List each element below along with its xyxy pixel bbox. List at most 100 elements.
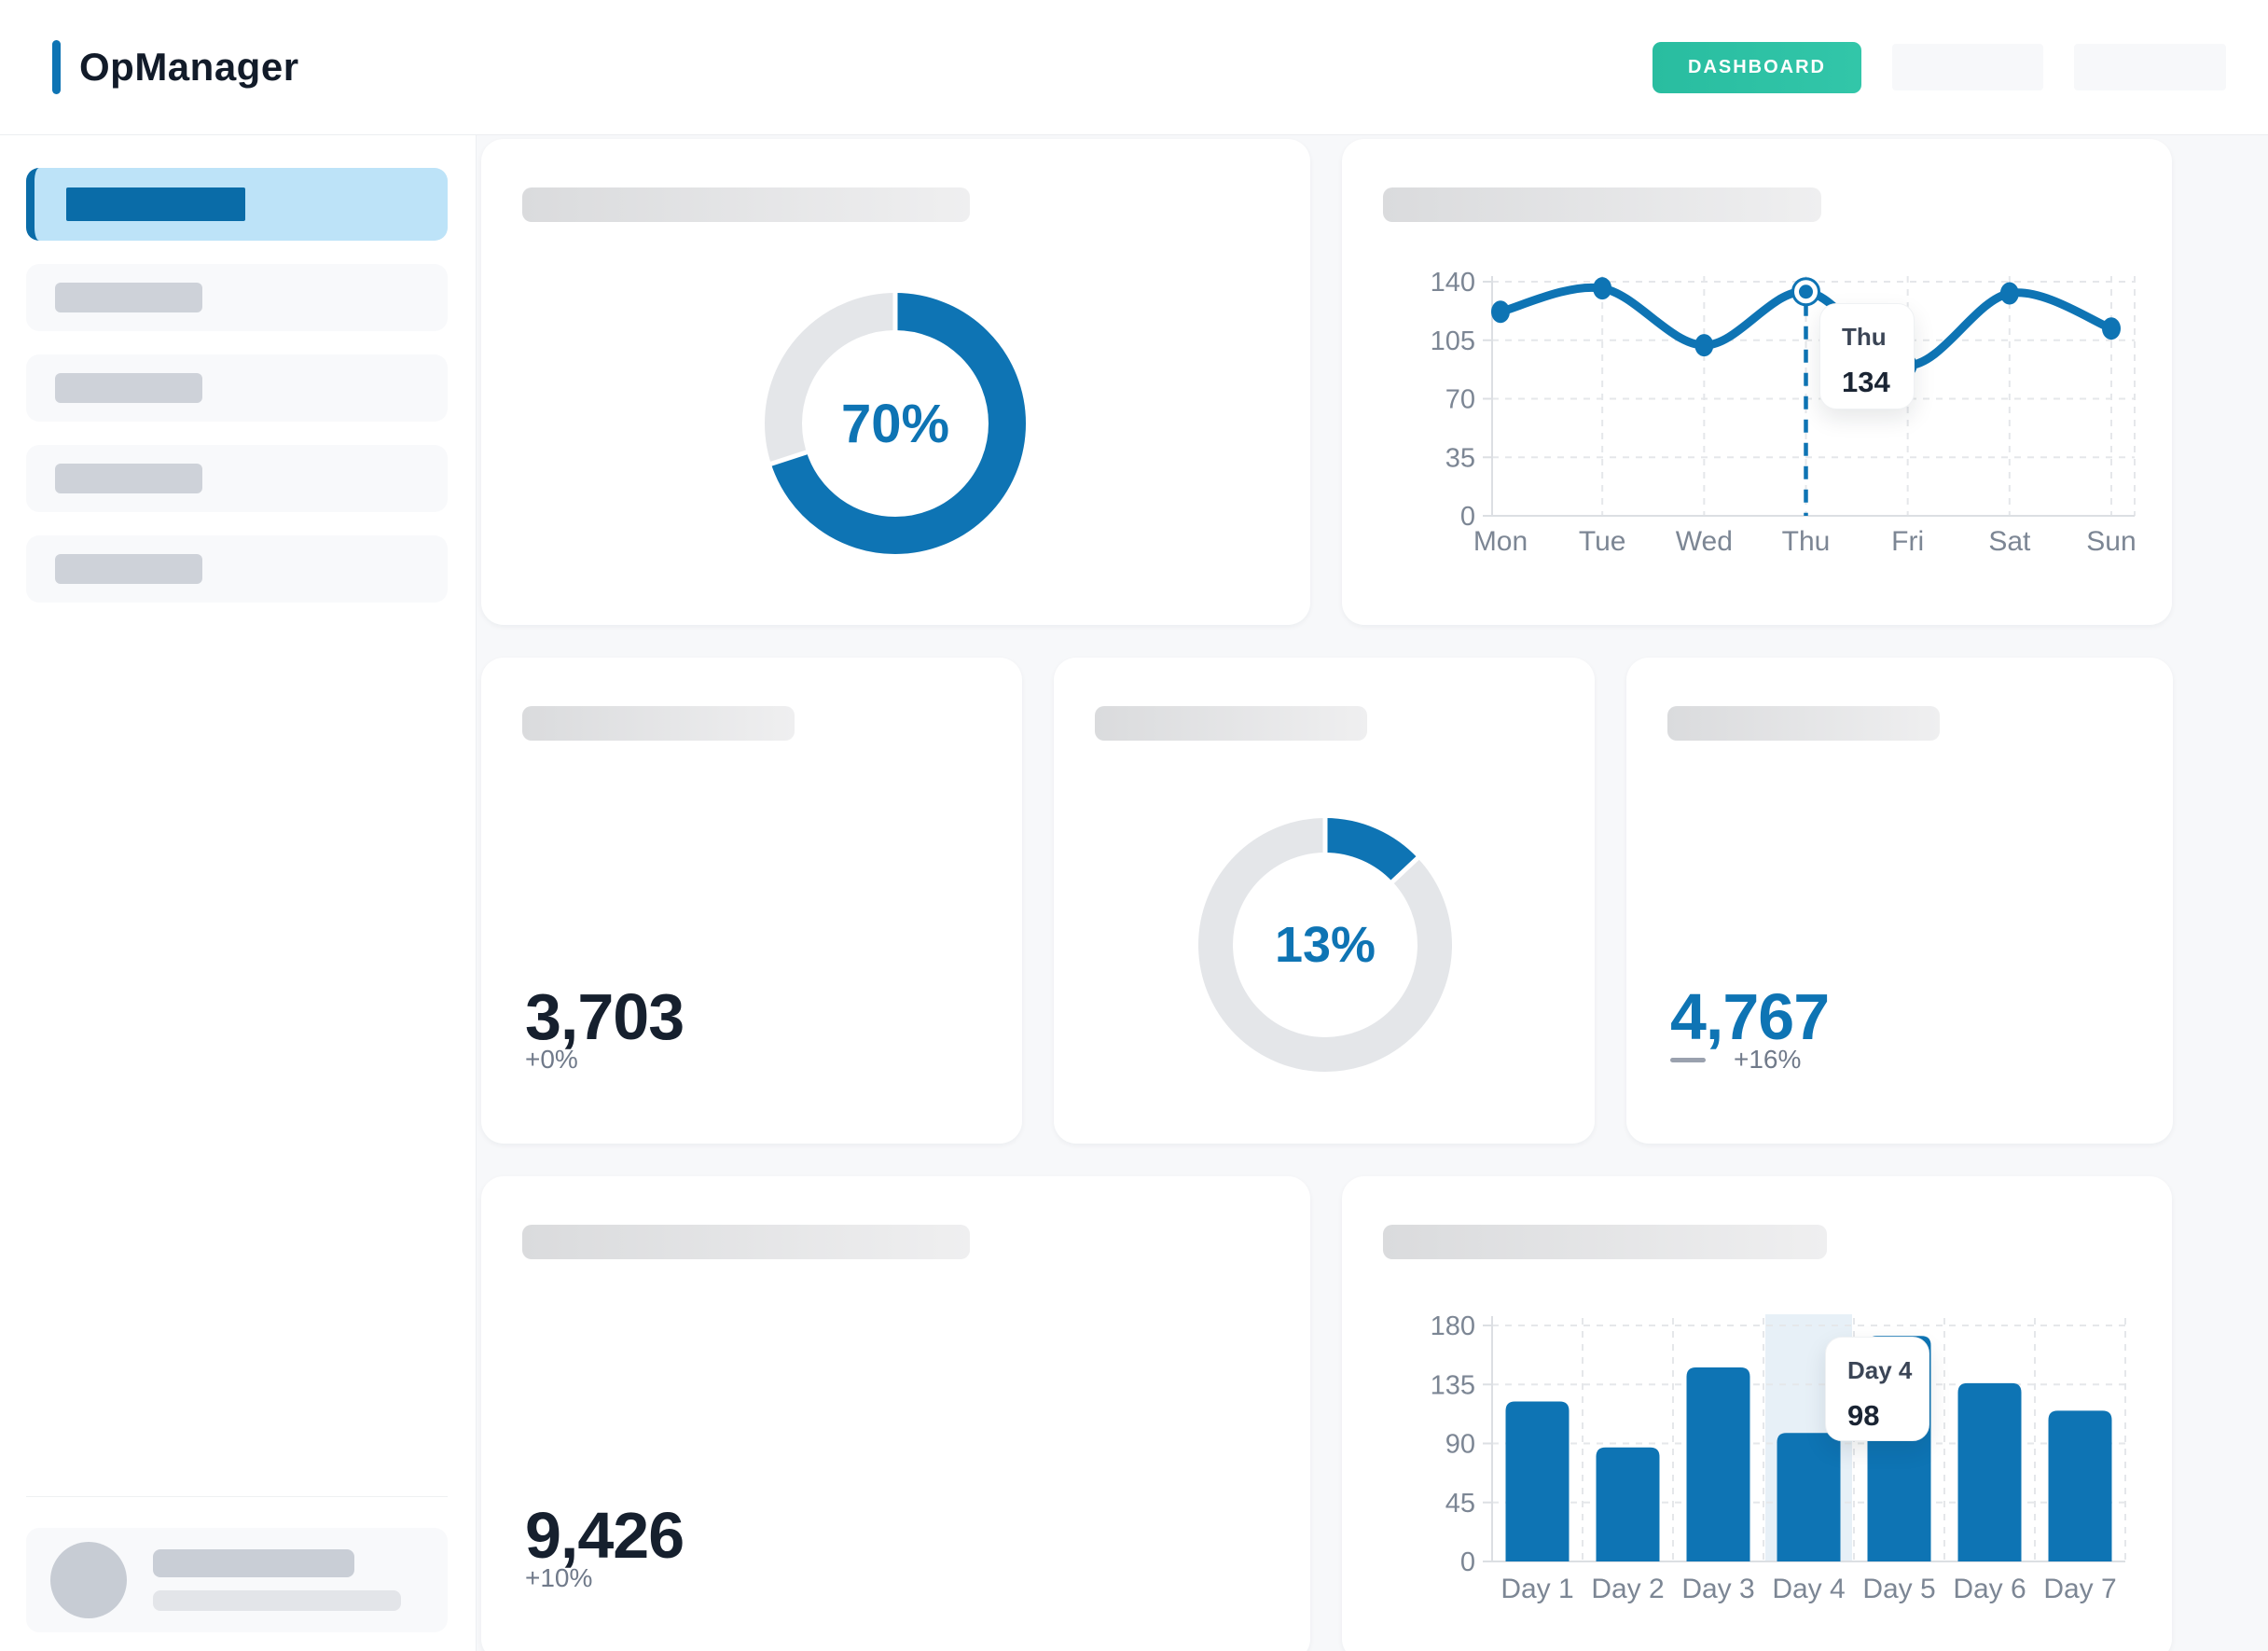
sidebar-item-skeleton bbox=[55, 554, 202, 584]
gauge-card-13: 13% bbox=[1054, 658, 1595, 1144]
user-card[interactable] bbox=[26, 1528, 448, 1632]
dashboard-button[interactable]: DASHBOARD bbox=[1653, 41, 1861, 93]
daily-bar-chart[interactable]: 0 45 90 135 180 Day 1 Day 2 Day 3 Day 4 Day 5 Day … bbox=[1342, 1176, 2172, 1651]
stat-delta-text: +16% bbox=[1734, 1045, 1802, 1074]
tooltip-label: Thu bbox=[1842, 323, 1887, 351]
donut-gauge-70[interactable]: 70% bbox=[765, 291, 1026, 554]
bar-chart-tooltip: Day 4 98 bbox=[1825, 1337, 1929, 1441]
x-tick-label: Day 1 bbox=[1500, 1574, 1573, 1604]
weekly-line-card: 0 35 70 105 140 Mon Tue Wed Thu Fri Sat Sun Thu 134 bbox=[1342, 139, 2172, 625]
x-tick-label: Day 6 bbox=[1953, 1574, 2026, 1604]
y-tick-label: 35 bbox=[1445, 443, 1475, 473]
header-nav: DASHBOARD bbox=[1653, 41, 2226, 93]
point-thu[interactable] bbox=[1799, 284, 1813, 299]
main-content: 70% 0 35 70 105 140 Mon Tue Wed Thu Fri Sat Sun Thu… bbox=[477, 135, 2268, 1651]
bar-day-3[interactable] bbox=[1686, 1367, 1750, 1561]
cards-row-1: 70% 0 35 70 105 140 Mon Tue Wed Thu Fri Sat Sun Thu… bbox=[481, 139, 2268, 625]
x-tick-label: Day 3 bbox=[1681, 1574, 1754, 1604]
stat-value: 4,767 bbox=[1670, 980, 1830, 1053]
stat-card-b: 4,767 +16% bbox=[1626, 658, 2173, 1144]
x-tick-label: Wed bbox=[1676, 526, 1733, 557]
bar-day-4[interactable] bbox=[1777, 1433, 1841, 1561]
donut-70-label: 70% bbox=[840, 393, 950, 454]
x-tick-label: Sat bbox=[1988, 526, 2031, 557]
avatar bbox=[50, 1542, 127, 1618]
y-tick-label: 135 bbox=[1431, 1370, 1475, 1400]
tooltip-value: 98 bbox=[1847, 1399, 1880, 1432]
x-tick-label: Day 2 bbox=[1591, 1574, 1664, 1604]
x-tick-label: Day 5 bbox=[1862, 1574, 1935, 1604]
donut-segment-gap bbox=[1389, 854, 1421, 885]
sidebar-item-4[interactable] bbox=[26, 445, 448, 512]
bar-day-1[interactable] bbox=[1505, 1401, 1570, 1561]
donut-gauge-13[interactable]: 13% bbox=[1198, 816, 1452, 1072]
y-tick-label: 90 bbox=[1445, 1430, 1475, 1460]
x-tick-label: Day 7 bbox=[2043, 1574, 2116, 1604]
trend-dash-icon bbox=[1670, 1057, 1706, 1062]
donut-chart-13 bbox=[1198, 816, 1452, 1072]
point-mon[interactable] bbox=[1491, 300, 1510, 324]
tooltip-label: Day 4 bbox=[1847, 1356, 1913, 1384]
sidebar bbox=[0, 135, 477, 1651]
cards-row-3: 9,426 +10% 0 45 90 135 180 Day 1 Day 2 Day 3 Day… bbox=[481, 1176, 2268, 1651]
x-tick-label: Sun bbox=[2086, 526, 2136, 557]
card-title-skeleton bbox=[522, 1225, 970, 1259]
y-tick-label: 0 bbox=[1460, 1547, 1475, 1577]
point-sat[interactable] bbox=[1999, 282, 2019, 305]
stat-card-c: 9,426 +10% bbox=[481, 1176, 1310, 1651]
nav-placeholder-1[interactable] bbox=[1892, 44, 2043, 90]
cards-row-2: 3,703 +0% 13% 4,767 +16% bbox=[481, 658, 2268, 1144]
line-chart-tooltip: Thu 134 bbox=[1819, 303, 1915, 409]
app-header: OpManager DASHBOARD bbox=[0, 0, 2268, 135]
card-title-skeleton bbox=[1383, 1225, 1827, 1259]
x-tick-label: Fri bbox=[1891, 526, 1924, 557]
y-tick-label: 70 bbox=[1445, 385, 1475, 415]
y-tick-label: 180 bbox=[1431, 1311, 1475, 1341]
stat-value: 9,426 bbox=[525, 1499, 685, 1572]
sidebar-item-skeleton bbox=[55, 283, 202, 312]
tooltip-value: 134 bbox=[1842, 366, 1890, 398]
user-role-skeleton bbox=[153, 1590, 401, 1611]
card-title-skeleton bbox=[522, 706, 795, 741]
stat-delta: +16% bbox=[1670, 1045, 1801, 1075]
y-tick-label: 140 bbox=[1431, 268, 1475, 298]
sidebar-item-3[interactable] bbox=[26, 354, 448, 422]
y-tick-label: 0 bbox=[1460, 502, 1475, 532]
donut-chart-70 bbox=[765, 291, 1026, 554]
sidebar-item-2[interactable] bbox=[26, 264, 448, 331]
card-title-skeleton bbox=[1383, 187, 1821, 222]
donut-13-label: 13% bbox=[1274, 917, 1376, 973]
bar-day-2[interactable] bbox=[1596, 1447, 1660, 1561]
stat-delta: +0% bbox=[525, 1045, 578, 1074]
bar-day-6[interactable] bbox=[1957, 1382, 2022, 1561]
sidebar-divider bbox=[26, 1496, 448, 1497]
bar-day-7[interactable] bbox=[2048, 1410, 2112, 1561]
card-title-skeleton bbox=[522, 187, 970, 222]
point-sun[interactable] bbox=[2102, 317, 2121, 340]
nav-placeholder-2[interactable] bbox=[2074, 44, 2226, 90]
x-tick-label: Day 4 bbox=[1772, 1574, 1845, 1604]
card-title-skeleton bbox=[1095, 706, 1367, 741]
weekly-line-chart[interactable]: 0 35 70 105 140 Mon Tue Wed Thu Fri Sat Sun bbox=[1342, 139, 2172, 625]
point-tue[interactable] bbox=[1593, 277, 1612, 300]
stat-delta: +10% bbox=[525, 1563, 593, 1592]
sidebar-item-skeleton bbox=[66, 187, 245, 221]
sidebar-item-active[interactable] bbox=[26, 168, 448, 241]
brand-accent-bar bbox=[52, 40, 61, 94]
daily-bar-card: 0 45 90 135 180 Day 1 Day 2 Day 3 Day 4 Day 5 Day … bbox=[1342, 1176, 2172, 1651]
point-wed[interactable] bbox=[1694, 334, 1714, 357]
card-title-skeleton bbox=[1667, 706, 1940, 741]
donut-segment-gap bbox=[768, 449, 809, 467]
sidebar-item-skeleton bbox=[55, 464, 202, 493]
y-tick-label: 105 bbox=[1431, 326, 1475, 356]
y-tick-label: 45 bbox=[1445, 1489, 1475, 1519]
brand: OpManager bbox=[52, 40, 299, 94]
user-skeleton-lines bbox=[153, 1549, 401, 1611]
stat-card-a: 3,703 +0% bbox=[481, 658, 1022, 1144]
sidebar-item-skeleton bbox=[55, 373, 202, 403]
gauge-card-70: 70% bbox=[481, 139, 1310, 625]
stat-value: 3,703 bbox=[525, 980, 685, 1053]
x-tick-label: Thu bbox=[1782, 526, 1831, 557]
sidebar-item-5[interactable] bbox=[26, 535, 448, 603]
x-tick-label: Tue bbox=[1579, 526, 1626, 557]
